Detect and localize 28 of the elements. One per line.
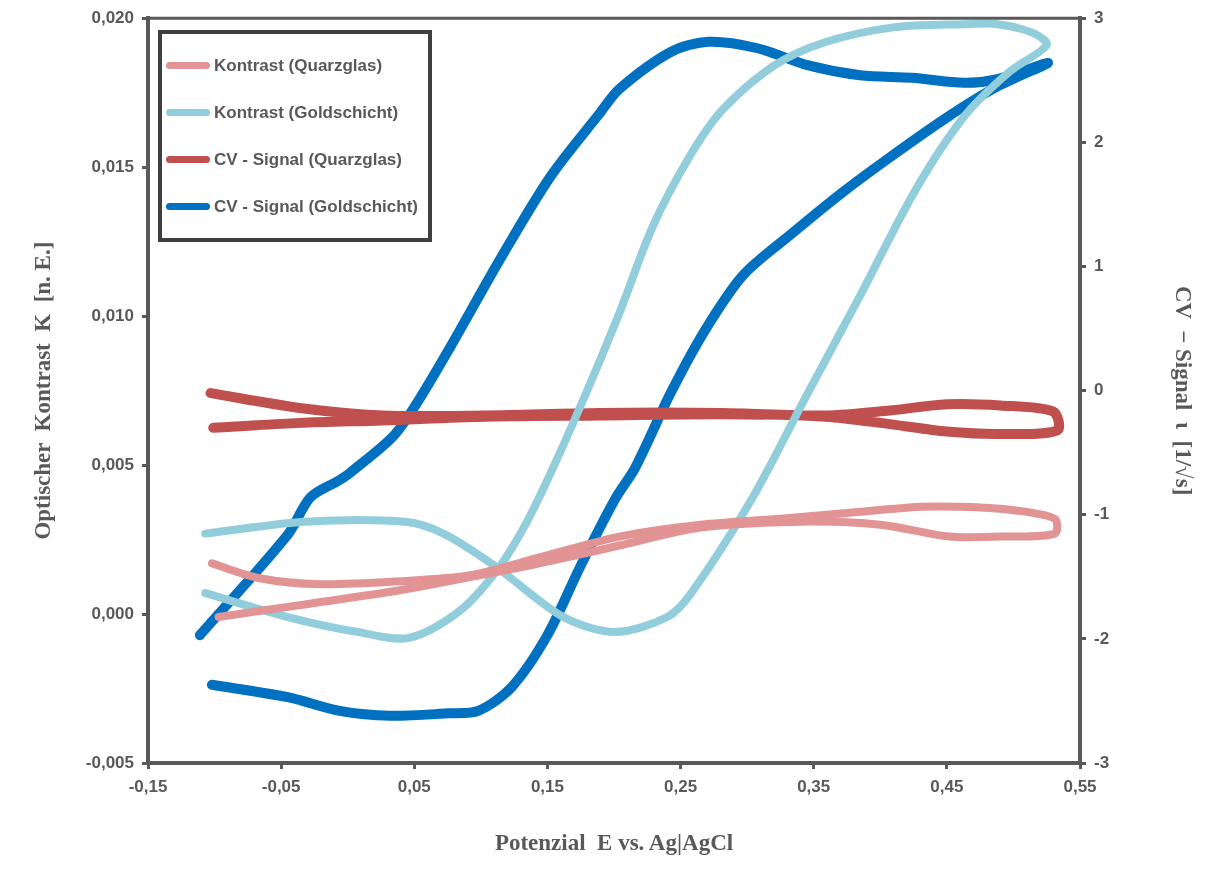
y-axis-title: Optischer Kontrast K [n. E.] (29, 241, 55, 540)
y2-tick-label: 0 (1094, 380, 1104, 400)
x-tick-label: 0,15 (530, 776, 564, 796)
x-tick-label: 0,55 (1063, 776, 1097, 796)
legend-label: Kontrast (Quarzglas) (214, 55, 383, 76)
legend-label: Kontrast (Goldschicht) (214, 102, 399, 123)
x-tick-label: 0,25 (664, 776, 698, 796)
y2-tick-label: -1 (1094, 504, 1110, 524)
y-tick-label: 0,010 (91, 305, 134, 325)
x-tick-label: -0,05 (261, 776, 301, 796)
x-axis-title: Potenzial E vs. Ag|AgCl (494, 830, 734, 856)
y-tick-label: -0,005 (85, 752, 134, 772)
x-tick-label: 0,35 (797, 776, 831, 796)
y2-tick-label: 3 (1094, 7, 1104, 27)
x-tick-label: 0,05 (397, 776, 431, 796)
legend-label: CV - Signal (Goldschicht) (214, 196, 419, 217)
y2-axis-title: CV − Signal ι [1/√s] (1171, 285, 1197, 496)
y-tick-label: 0,020 (91, 7, 134, 27)
y2-tick-label: 2 (1094, 132, 1104, 152)
x-tick-label: 0,45 (930, 776, 964, 796)
y-tick-label: 0,005 (91, 454, 134, 474)
x-tick-label: -0,15 (128, 776, 168, 796)
y-tick-label: 0,000 (91, 603, 134, 623)
legend-label: CV - Signal (Quarzglas) (214, 149, 402, 170)
y2-tick-label: -2 (1094, 628, 1110, 648)
y2-tick-label: 1 (1094, 256, 1104, 276)
y-tick-label: 0,015 (91, 156, 134, 176)
y2-tick-label: -3 (1094, 752, 1110, 772)
